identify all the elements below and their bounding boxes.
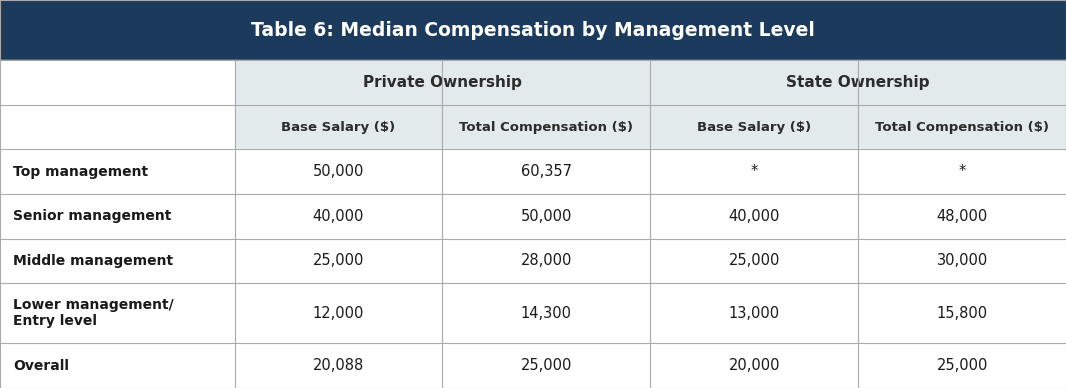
Bar <box>0 0 1066 60</box>
Text: 15,800: 15,800 <box>937 306 987 321</box>
Text: Middle management: Middle management <box>13 254 173 268</box>
Bar <box>650 194 858 239</box>
Bar <box>0 149 235 194</box>
Bar <box>235 149 442 194</box>
Bar <box>442 283 650 343</box>
Text: Base Salary ($): Base Salary ($) <box>697 121 811 133</box>
Bar <box>442 149 650 194</box>
Text: 25,000: 25,000 <box>728 253 780 268</box>
Bar <box>650 149 858 194</box>
Bar <box>0 60 235 105</box>
Text: 30,000: 30,000 <box>936 253 988 268</box>
Text: Overall: Overall <box>13 359 69 373</box>
Text: Private Ownership: Private Ownership <box>362 75 522 90</box>
Bar <box>0 283 235 343</box>
Bar <box>0 239 235 283</box>
Text: 50,000: 50,000 <box>520 209 572 224</box>
Bar <box>235 105 442 149</box>
Text: 25,000: 25,000 <box>312 253 365 268</box>
Bar <box>442 105 650 149</box>
Bar <box>235 194 442 239</box>
Text: *: * <box>958 164 966 179</box>
Bar <box>235 60 650 105</box>
Bar <box>442 194 650 239</box>
Bar <box>650 60 1066 105</box>
Text: Total Compensation ($): Total Compensation ($) <box>875 121 1049 133</box>
Text: 50,000: 50,000 <box>312 164 365 179</box>
Bar <box>235 343 442 388</box>
Bar <box>650 105 858 149</box>
Text: 12,000: 12,000 <box>312 306 365 321</box>
Text: 25,000: 25,000 <box>520 358 572 373</box>
Text: *: * <box>750 164 758 179</box>
Bar <box>650 283 858 343</box>
Bar <box>0 343 235 388</box>
Bar <box>0 194 235 239</box>
Text: Table 6: Median Compensation by Management Level: Table 6: Median Compensation by Manageme… <box>252 21 814 40</box>
Text: 20,088: 20,088 <box>312 358 365 373</box>
Text: State Ownership: State Ownership <box>787 75 930 90</box>
Text: 28,000: 28,000 <box>520 253 572 268</box>
Text: 40,000: 40,000 <box>312 209 365 224</box>
Bar <box>858 149 1066 194</box>
Text: 13,000: 13,000 <box>729 306 779 321</box>
Text: 20,000: 20,000 <box>728 358 780 373</box>
Text: 14,300: 14,300 <box>521 306 571 321</box>
Text: 40,000: 40,000 <box>728 209 780 224</box>
Bar <box>442 239 650 283</box>
Bar <box>235 283 442 343</box>
Bar <box>858 194 1066 239</box>
Text: 48,000: 48,000 <box>936 209 988 224</box>
Bar <box>858 239 1066 283</box>
Text: Base Salary ($): Base Salary ($) <box>281 121 395 133</box>
Bar <box>858 343 1066 388</box>
Bar <box>650 239 858 283</box>
Bar <box>0 105 235 149</box>
Text: Lower management/
Entry level: Lower management/ Entry level <box>13 298 174 328</box>
Bar <box>858 105 1066 149</box>
Text: 25,000: 25,000 <box>936 358 988 373</box>
Text: Senior management: Senior management <box>13 209 172 223</box>
Text: Total Compensation ($): Total Compensation ($) <box>459 121 633 133</box>
Text: 60,357: 60,357 <box>521 164 571 179</box>
Bar <box>235 239 442 283</box>
Text: Top management: Top management <box>13 165 148 179</box>
Bar <box>650 343 858 388</box>
Bar <box>442 343 650 388</box>
Bar <box>858 283 1066 343</box>
